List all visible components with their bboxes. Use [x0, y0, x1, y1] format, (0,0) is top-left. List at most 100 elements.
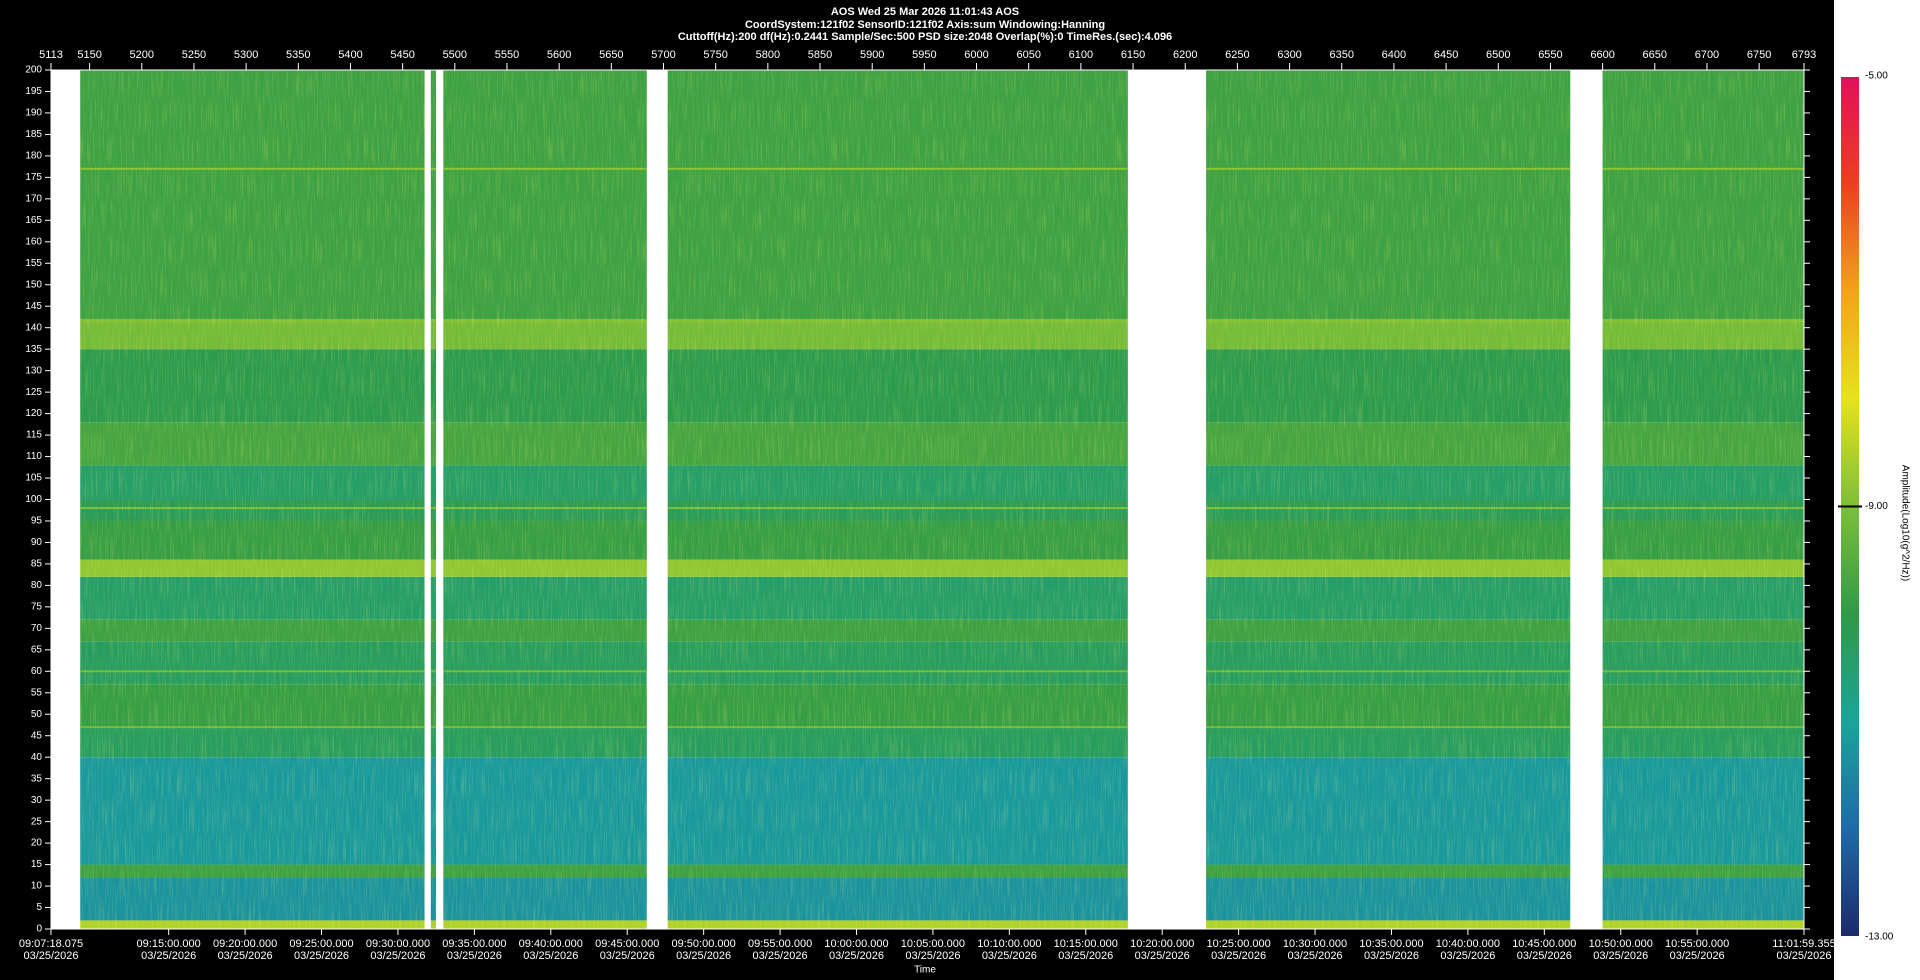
colorbar-title: Amplitude(Log10(g^2/Hz))	[1899, 465, 1910, 581]
x-tick-label: 6400	[1382, 49, 1406, 61]
y-tick-label: 35	[31, 773, 43, 784]
texture	[1602, 70, 1804, 929]
y-tick-label: 180	[25, 151, 42, 162]
y-tick-label: 130	[25, 365, 42, 376]
time-tick-label: 10:45:00.000	[1512, 938, 1576, 950]
y-tick-label: 70	[31, 623, 43, 634]
time-tick-label: 09:20:00.000	[213, 938, 277, 950]
y-tick-label: 100	[25, 494, 42, 505]
date-tick-label: 03/25/2026	[1517, 950, 1572, 962]
time-tick-label: 10:35:00.000	[1359, 938, 1423, 950]
date-tick-label: 03/25/2026	[982, 950, 1037, 962]
time-tick-label: 09:50:00.000	[672, 938, 736, 950]
y-tick-label: 85	[31, 559, 43, 570]
time-tick-label: 09:30:00.000	[366, 938, 430, 950]
time-tick-label: 09:35:00.000	[442, 938, 506, 950]
time-tick-label: 10:10:00.000	[977, 938, 1041, 950]
date-tick-label: 03/25/2026	[1593, 950, 1648, 962]
colorbar-tick-label: -13.00	[1865, 932, 1894, 943]
x-tick-label: 5650	[599, 49, 623, 61]
x-tick-label: 5250	[182, 49, 206, 61]
x-tick-label: 6250	[1225, 49, 1249, 61]
y-tick-label: 80	[31, 580, 43, 591]
date-tick-label: 03/25/2026	[1288, 950, 1343, 962]
y-tick-label: 75	[31, 602, 43, 613]
time-tick-label: 10:20:00.000	[1130, 938, 1194, 950]
y-tick-label: 185	[25, 129, 42, 140]
x-tick-label: 5200	[130, 49, 154, 61]
date-tick-label: 03/25/2026	[218, 950, 273, 962]
x-tick-label: 6100	[1069, 49, 1093, 61]
time-tick-label: 09:07:18.075	[19, 938, 83, 950]
date-tick-label: 03/25/2026	[600, 950, 655, 962]
x-tick-label: 6750	[1747, 49, 1771, 61]
y-tick-label: 170	[25, 193, 42, 204]
date-tick-label: 03/25/2026	[829, 950, 884, 962]
time-tick-label: 10:40:00.000	[1436, 938, 1500, 950]
y-tick-label: 105	[25, 473, 42, 484]
date-tick-label: 03/25/2026	[1440, 950, 1495, 962]
y-tick-label: 55	[31, 687, 43, 698]
y-tick-label: 110	[26, 451, 42, 462]
x-tick-label: 6050	[1016, 49, 1040, 61]
y-tick-label: 200	[25, 65, 42, 76]
texture	[443, 70, 647, 929]
x-tick-label: 5850	[808, 49, 832, 61]
time-tick-label: 10:55:00.000	[1665, 938, 1729, 950]
y-tick-label: 60	[31, 666, 43, 677]
y-tick-label: 115	[26, 430, 42, 441]
time-tick-label: 11:01:59.355	[1772, 938, 1835, 950]
x-tick-label: 5900	[860, 49, 884, 61]
y-tick-label: 45	[31, 730, 43, 741]
time-tick-label: 10:05:00.000	[901, 938, 965, 950]
date-tick-label: 03/25/2026	[1364, 950, 1419, 962]
time-tick-label: 09:15:00.000	[137, 938, 201, 950]
date-tick-label: 03/25/2026	[1135, 950, 1190, 962]
x-tick-label: 5450	[390, 49, 414, 61]
x-tick-label: 5950	[912, 49, 936, 61]
date-tick-label: 03/25/2026	[370, 950, 425, 962]
x-tick-label: 6700	[1695, 49, 1719, 61]
date-tick-label: 03/25/2026	[294, 950, 349, 962]
y-tick-label: 20	[31, 838, 43, 849]
texture	[430, 70, 437, 929]
y-tick-label: 160	[25, 236, 42, 247]
y-tick-label: 140	[25, 322, 42, 333]
x-tick-label: 6600	[1590, 49, 1614, 61]
x-tick-label: 6450	[1434, 49, 1458, 61]
x-tick-label: 5700	[651, 49, 675, 61]
date-tick-label: 03/25/2026	[1058, 950, 1113, 962]
time-tick-label: 09:45:00.000	[595, 938, 659, 950]
x-tick-label: 6000	[964, 49, 988, 61]
chart-subtitle: Cuttoff(Hz):200 df(Hz):0.2441 Sample/Sec…	[678, 31, 1172, 43]
texture	[667, 70, 1128, 929]
time-tick-label: 10:00:00.000	[824, 938, 888, 950]
y-tick-label: 120	[25, 408, 42, 419]
x-tick-label: 6150	[1121, 49, 1145, 61]
y-tick-label: 125	[25, 387, 42, 398]
colorbar-tick-label: -5.00	[1865, 71, 1888, 82]
x-tick-label: 6550	[1538, 49, 1562, 61]
x-tick-label: 6500	[1486, 49, 1510, 61]
y-tick-label: 195	[25, 86, 42, 97]
y-tick-label: 135	[25, 344, 42, 355]
time-tick-label: 09:55:00.000	[748, 938, 812, 950]
date-tick-label: 03/25/2026	[905, 950, 960, 962]
date-tick-label: 03/25/2026	[141, 950, 196, 962]
texture	[80, 70, 425, 929]
time-tick-label: 10:15:00.000	[1054, 938, 1118, 950]
date-tick-label: 03/25/2026	[447, 950, 502, 962]
date-tick-label: 03/25/2026	[523, 950, 578, 962]
y-tick-label: 0	[36, 924, 42, 935]
date-tick-label: 03/25/2026	[1211, 950, 1266, 962]
x-tick-label: 6793	[1792, 49, 1816, 61]
y-tick-label: 95	[31, 516, 43, 527]
x-tick-label: 5600	[547, 49, 571, 61]
y-tick-label: 175	[25, 172, 42, 183]
y-tick-label: 15	[31, 859, 43, 870]
chart-title: AOS Wed 25 Mar 2026 11:01:43 AOS	[831, 6, 1019, 18]
y-tick-label: 90	[31, 537, 43, 548]
x-tick-label: 5400	[338, 49, 362, 61]
